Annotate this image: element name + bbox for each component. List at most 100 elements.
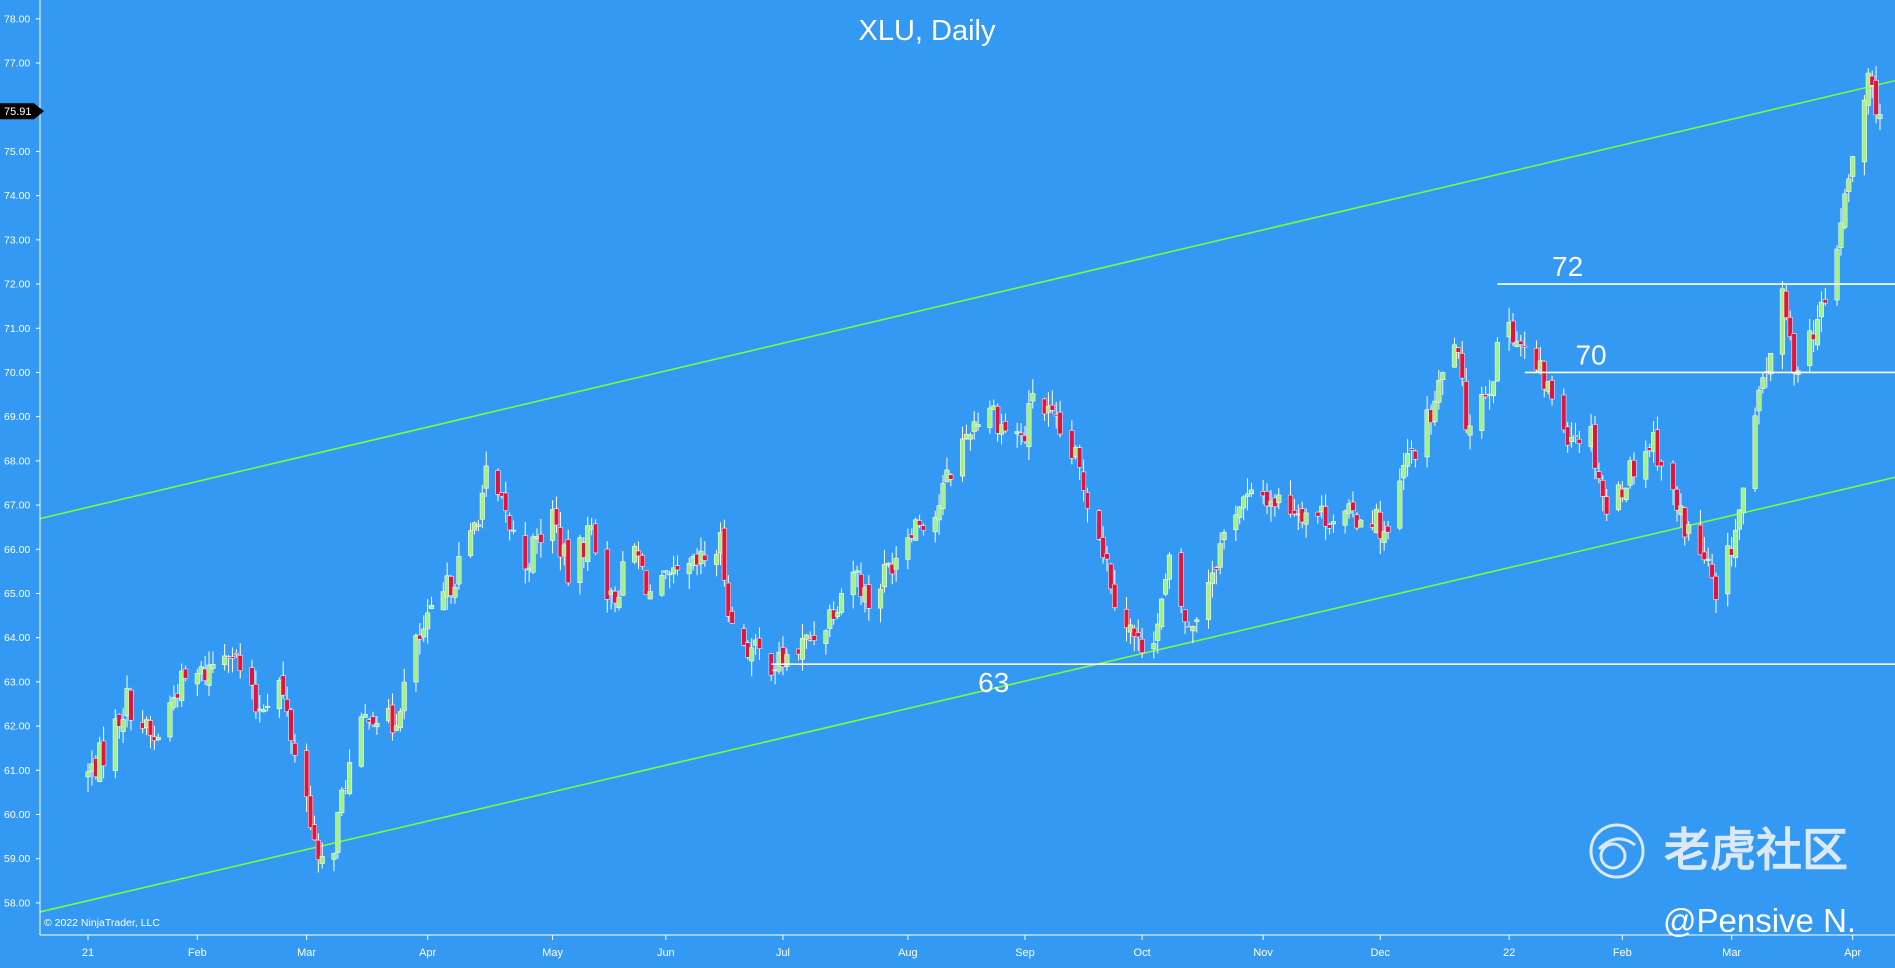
candle-down-body bbox=[304, 750, 310, 798]
candle bbox=[1709, 553, 1715, 579]
candle-down-body bbox=[729, 611, 735, 624]
candle bbox=[975, 412, 981, 431]
candle-down-body bbox=[249, 667, 255, 686]
candle-down-body bbox=[1049, 404, 1055, 411]
candle-down-body bbox=[1791, 333, 1797, 374]
candle-up-body bbox=[1159, 598, 1165, 628]
candle bbox=[1303, 508, 1309, 538]
candle bbox=[1518, 334, 1524, 357]
candle-up-body bbox=[1014, 431, 1020, 434]
candle bbox=[1740, 487, 1746, 525]
candle bbox=[1725, 532, 1731, 607]
candle-up-body bbox=[1494, 342, 1500, 382]
candle-down-body bbox=[1658, 461, 1664, 467]
candle-up-body bbox=[784, 654, 790, 667]
candle-down-body bbox=[1057, 411, 1063, 435]
candle bbox=[1756, 386, 1762, 425]
candle bbox=[101, 726, 107, 779]
candle-up-body bbox=[1490, 381, 1497, 397]
candle-down-body bbox=[237, 655, 243, 671]
candle-up-body bbox=[1237, 506, 1243, 518]
y-tick-label: 68.00 bbox=[4, 455, 30, 467]
candle bbox=[1705, 547, 1711, 567]
watermark-author: @Pensive N. bbox=[1663, 902, 1856, 939]
candle-up-body bbox=[397, 711, 403, 728]
candle bbox=[659, 570, 665, 597]
candle bbox=[756, 627, 763, 660]
copyright-text: © 2022 NinjaTrader, LLC bbox=[44, 917, 160, 929]
candle-down-body bbox=[1654, 429, 1661, 467]
candle-down-body bbox=[635, 550, 642, 557]
candle bbox=[233, 649, 239, 658]
candle-up-body bbox=[881, 564, 887, 588]
candle bbox=[1768, 352, 1774, 381]
candle bbox=[1112, 570, 1118, 611]
candle-down-body bbox=[1077, 447, 1083, 468]
candle bbox=[1701, 536, 1707, 564]
candle bbox=[1483, 385, 1489, 399]
candle-up-body bbox=[1241, 496, 1247, 509]
candle-down-body bbox=[1182, 609, 1188, 623]
candle-up-body bbox=[1358, 519, 1364, 528]
candle-down-body bbox=[565, 539, 571, 584]
x-tick-label: Apr bbox=[1844, 947, 1861, 959]
candle bbox=[179, 663, 185, 707]
candle-down-body bbox=[1549, 380, 1555, 400]
y-tick-label: 60.00 bbox=[4, 809, 30, 821]
candle-down-body bbox=[741, 628, 747, 646]
candle bbox=[725, 575, 731, 622]
candle bbox=[1397, 468, 1403, 531]
candle bbox=[721, 519, 727, 587]
upper-channel-line bbox=[39, 79, 1895, 520]
candle bbox=[311, 815, 317, 841]
candle-up-body bbox=[1846, 178, 1852, 192]
candle bbox=[339, 787, 345, 817]
candle bbox=[959, 426, 966, 482]
candle-down-body bbox=[1287, 494, 1294, 515]
candle-up-body bbox=[1850, 156, 1856, 177]
candle bbox=[1604, 488, 1610, 522]
candle-up-body bbox=[401, 681, 407, 712]
y-tick-label: 70.00 bbox=[4, 367, 30, 379]
candle bbox=[319, 842, 325, 869]
candle-up-body bbox=[823, 630, 829, 644]
candle bbox=[1490, 381, 1497, 404]
candle-up-body bbox=[1151, 643, 1157, 650]
candle bbox=[647, 584, 653, 600]
candle bbox=[1217, 532, 1223, 575]
candle-down-body bbox=[702, 554, 708, 561]
candle-down-body bbox=[592, 523, 599, 554]
candle-down-body bbox=[229, 656, 236, 659]
candle bbox=[1077, 444, 1083, 480]
x-tick-label: Jun bbox=[657, 947, 675, 959]
candle bbox=[913, 517, 919, 542]
candle bbox=[1385, 520, 1391, 540]
candle bbox=[284, 686, 290, 717]
candle bbox=[1732, 518, 1739, 568]
candle bbox=[702, 541, 708, 567]
candle-down-body bbox=[1104, 553, 1110, 560]
candle bbox=[1752, 407, 1758, 493]
candle-down-body bbox=[1522, 345, 1528, 348]
candle-up-body bbox=[479, 492, 485, 520]
candle-up-body bbox=[1432, 400, 1438, 422]
candle-up-body bbox=[1276, 494, 1282, 504]
candle bbox=[421, 615, 427, 643]
candle-up-body bbox=[1162, 579, 1169, 595]
candle bbox=[1592, 415, 1598, 480]
candle-up-body bbox=[425, 612, 431, 630]
candle-up-body bbox=[1405, 453, 1411, 467]
y-tick-label: 75.00 bbox=[4, 146, 30, 158]
candle bbox=[1358, 518, 1364, 528]
candle-down-body bbox=[1576, 438, 1582, 444]
x-tick-label: Jul bbox=[776, 947, 790, 959]
candle bbox=[171, 685, 177, 711]
candle bbox=[1408, 440, 1415, 464]
candle-down-body bbox=[917, 520, 923, 526]
y-tick-label: 62.00 bbox=[4, 721, 30, 733]
candle-down-body bbox=[639, 555, 645, 567]
candle bbox=[565, 529, 571, 586]
candle bbox=[237, 643, 243, 679]
candle-up-body bbox=[261, 709, 267, 713]
